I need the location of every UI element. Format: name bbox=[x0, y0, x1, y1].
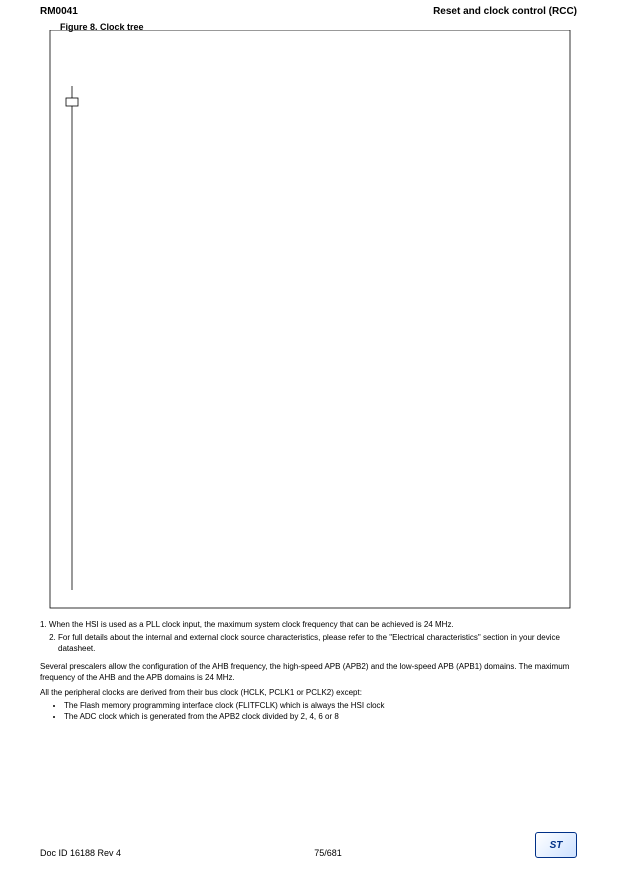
footer-page: 75/681 bbox=[314, 848, 342, 858]
st-logo-icon: ST bbox=[535, 832, 577, 858]
note-1: 1. When the HSI is used as a PLL clock i… bbox=[40, 620, 577, 631]
footer-doc-id: Doc ID 16188 Rev 4 bbox=[40, 848, 121, 858]
notes-block: 1. When the HSI is used as a PLL clock i… bbox=[40, 620, 577, 730]
clock-tree-diagram bbox=[40, 30, 580, 610]
note-bullet-2: The ADC clock which is generated from th… bbox=[64, 712, 577, 723]
header-right: Reset and clock control (RCC) bbox=[433, 6, 577, 17]
page-header: RM0041 Reset and clock control (RCC) bbox=[40, 6, 577, 17]
header-left: RM0041 bbox=[40, 6, 78, 17]
note-para-1: Several prescalers allow the configurati… bbox=[40, 662, 577, 684]
note-para-2: All the peripheral clocks are derived fr… bbox=[40, 688, 577, 699]
note-bullet-1: The Flash memory programming interface c… bbox=[64, 701, 577, 712]
page-footer: Doc ID 16188 Rev 4 75/681 ST bbox=[40, 832, 577, 858]
note-2: For full details about the internal and … bbox=[58, 633, 577, 655]
